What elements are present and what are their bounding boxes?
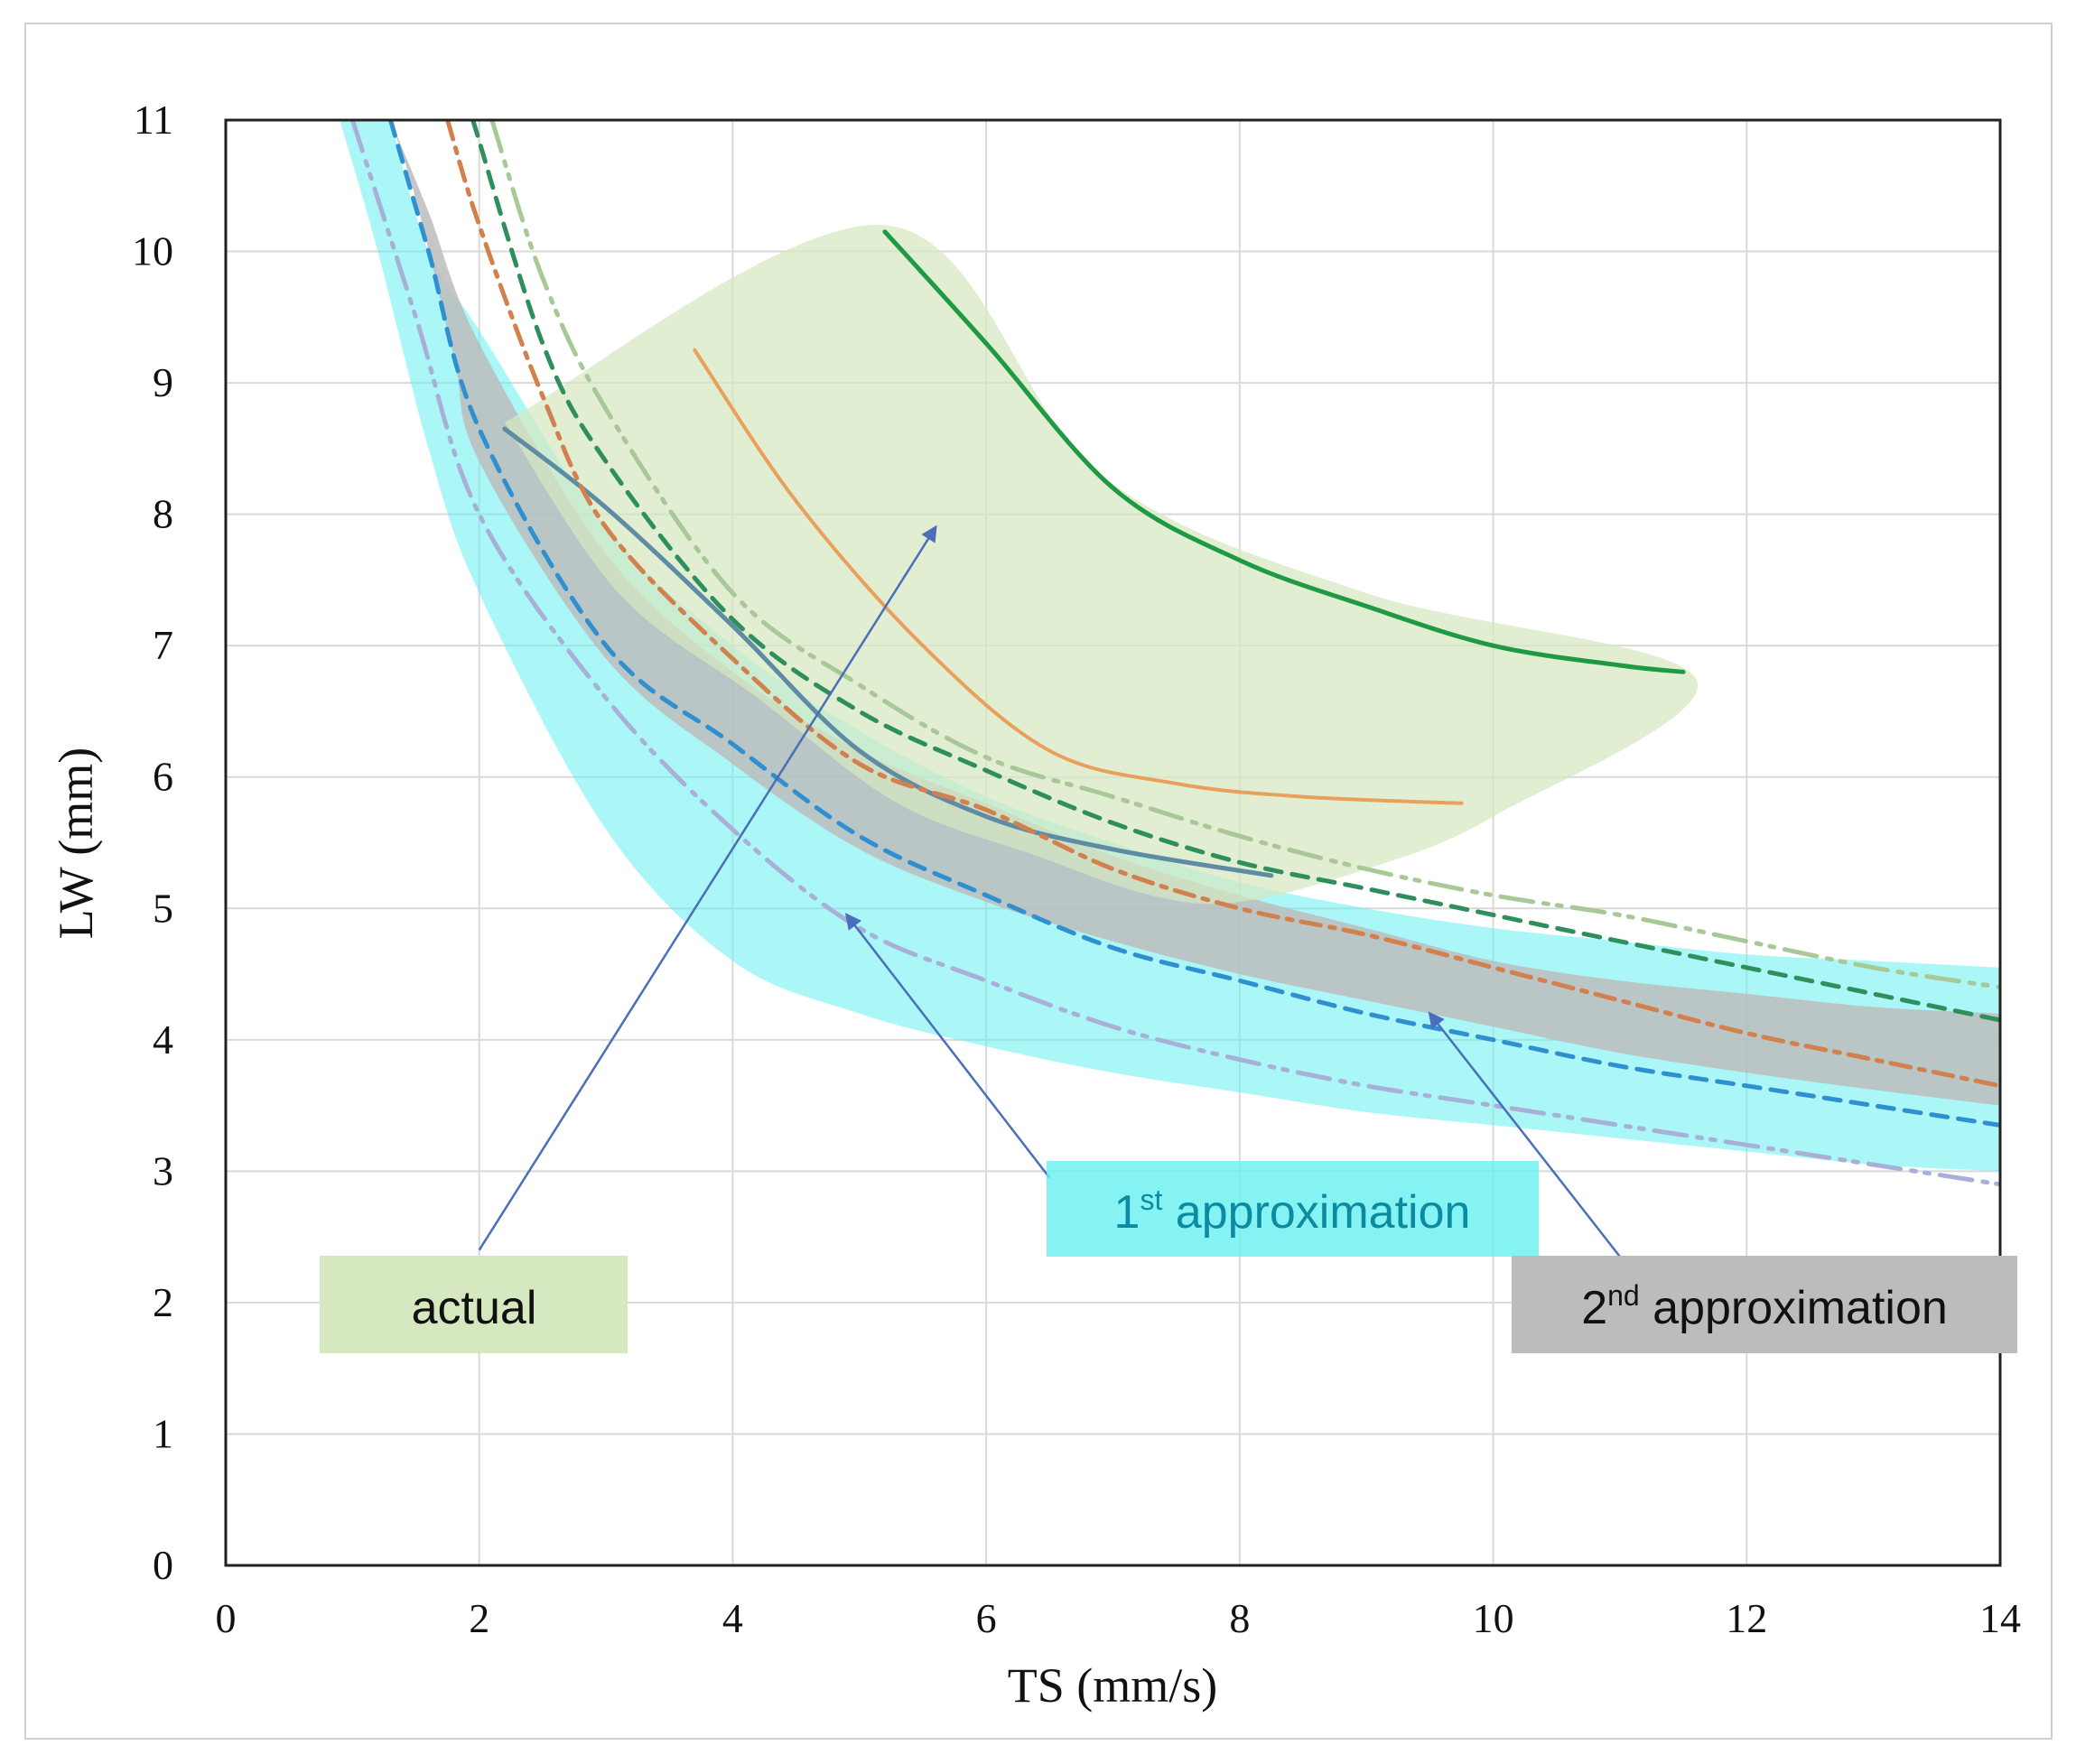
y-tick-label: 4 — [153, 1017, 173, 1063]
annotation-first-approximation-arrow — [844, 913, 1051, 1179]
annotation-actual-box — [320, 1256, 628, 1353]
second-approx-band — [390, 120, 2000, 1106]
second-approx-lower-line — [388, 120, 2000, 1128]
x-tick-label: 12 — [1726, 1595, 1767, 1641]
annotation-first-approximation-box — [1047, 1161, 1539, 1257]
annotation-actual-arrow — [478, 525, 937, 1251]
y-tick-label: 8 — [153, 491, 173, 537]
y-axis-ticks: 0 1 2 3 4 5 6 7 8 9 10 11 — [132, 97, 173, 1588]
y-tick-label: 3 — [153, 1147, 173, 1193]
actual-upper-line — [882, 229, 1686, 674]
y-axis-title: LW (mm) — [49, 747, 103, 939]
annotation-actual-prefix: actual — [412, 1282, 537, 1334]
annotation-first-approximation-prefix: 1 — [1114, 1186, 1140, 1239]
plot-frame — [224, 118, 2002, 1567]
annotation-second-approximation-box — [1512, 1256, 2017, 1353]
y-tick-label: 10 — [132, 228, 173, 274]
second-approx-middle-line — [445, 120, 2000, 1089]
x-tick-label: 4 — [722, 1595, 743, 1641]
y-tick-label: 6 — [153, 754, 173, 800]
y-tick-label: 7 — [153, 622, 173, 668]
bands — [340, 120, 2000, 1172]
annotation-second-approximation-arrow — [1428, 1011, 1621, 1258]
x-tick-label: 2 — [469, 1595, 489, 1641]
y-tick-label: 0 — [153, 1542, 173, 1588]
y-tick-label: 9 — [153, 359, 173, 405]
annotation-first-approximation-superscript: st — [1140, 1184, 1162, 1216]
first-approx-band — [340, 120, 2000, 1172]
y-tick-label: 11 — [134, 97, 173, 143]
annotation-second-approximation-suffix: approximation — [1640, 1282, 1948, 1334]
annotation-first-approximation-label: 1st approximation — [1114, 1184, 1471, 1239]
x-axis-title: TS (mm/s) — [1008, 1658, 1218, 1713]
annotation-second-approximation-superscript: nd — [1607, 1279, 1640, 1312]
first-approx-lower-line — [349, 120, 2000, 1187]
x-axis-ticks: 0 2 4 6 8 10 12 14 — [216, 1595, 2022, 1641]
y-tick-label: 2 — [153, 1279, 173, 1325]
x-tick-label: 8 — [1229, 1595, 1250, 1641]
y-tick-label: 5 — [153, 885, 173, 931]
annotation-second-approximation-label: 2nd approximation — [1581, 1279, 1948, 1334]
x-tick-label: 0 — [216, 1595, 237, 1641]
actual-lower-line — [502, 426, 1274, 878]
y-tick-label: 1 — [153, 1410, 173, 1456]
annotation-second-approximation-prefix: 2 — [1581, 1282, 1607, 1334]
annotation-first-approximation-suffix: approximation — [1162, 1186, 1470, 1239]
x-tick-label: 14 — [1979, 1595, 2021, 1641]
series-lines — [349, 120, 2000, 1187]
second-approx-upper-line — [470, 120, 2000, 1023]
annotation-actual-label: actual — [412, 1282, 537, 1334]
actual-middle-line — [693, 348, 1464, 805]
grid — [226, 120, 2000, 1565]
x-tick-label: 6 — [976, 1595, 997, 1641]
x-tick-label: 10 — [1473, 1595, 1514, 1641]
actual-band — [504, 225, 1699, 905]
first-approx-upper-line — [489, 120, 2000, 990]
